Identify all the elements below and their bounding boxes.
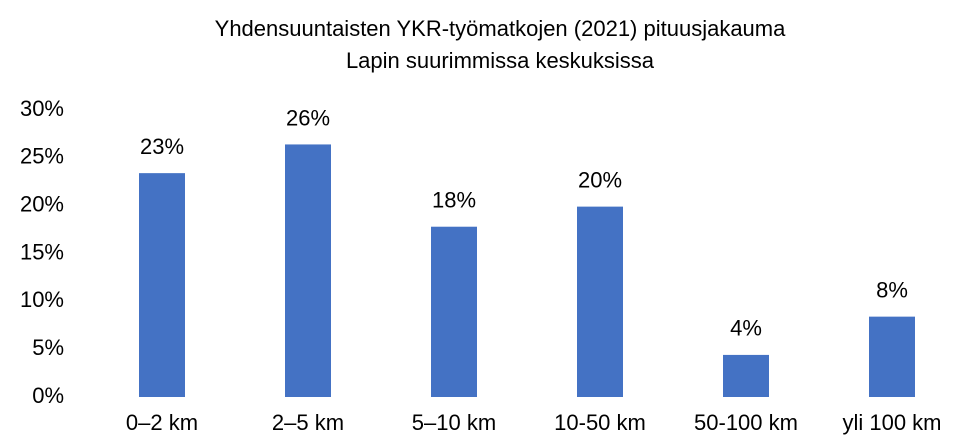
- data-label: 4%: [730, 316, 762, 341]
- bar: [723, 354, 769, 397]
- y-tick-label: 30%: [20, 96, 64, 121]
- bar: [577, 206, 623, 397]
- y-tick-label: 15%: [20, 239, 64, 264]
- x-tick-label: 0–2 km: [126, 410, 198, 435]
- y-tick-label: 5%: [32, 335, 64, 360]
- x-tick-label: 5–10 km: [412, 410, 496, 435]
- data-label: 26%: [286, 105, 330, 130]
- x-tick-label: yli 100 km: [842, 410, 941, 435]
- data-label: 18%: [432, 188, 476, 213]
- chart-title: Yhdensuuntaisten YKR-työmatkojen (2021) …: [215, 16, 786, 41]
- bar: [869, 316, 915, 397]
- y-tick-label: 10%: [20, 287, 64, 312]
- data-label: 23%: [140, 134, 184, 159]
- y-tick-label: 20%: [20, 191, 64, 216]
- x-tick-label: 2–5 km: [272, 410, 344, 435]
- data-label: 8%: [876, 277, 908, 302]
- y-tick-label: 25%: [20, 144, 64, 169]
- y-tick-label: 0%: [32, 383, 64, 408]
- data-label: 20%: [578, 167, 622, 192]
- x-tick-label: 50-100 km: [694, 410, 798, 435]
- bar: [139, 173, 185, 397]
- bar: [431, 226, 477, 397]
- chart-subtitle: Lapin suurimmissa keskuksissa: [346, 48, 655, 73]
- bar: [285, 144, 331, 397]
- x-tick-label: 10-50 km: [554, 410, 646, 435]
